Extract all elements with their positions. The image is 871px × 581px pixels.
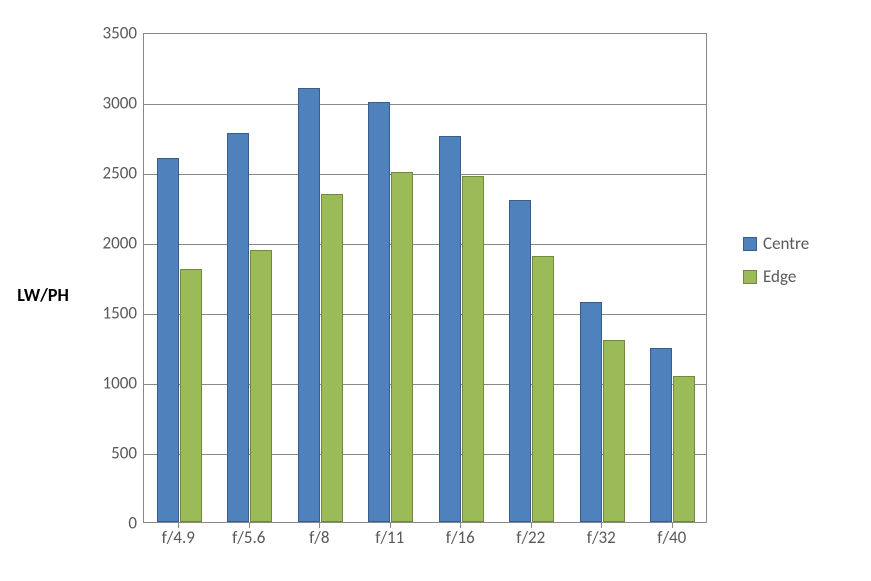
ytick-label: 0 <box>128 513 137 534</box>
ytick-label: 3000 <box>103 93 137 114</box>
bar-centre <box>580 302 602 522</box>
ytick-label: 1000 <box>103 373 137 394</box>
bar-edge <box>180 269 202 522</box>
xtick-label: f/32 <box>587 527 616 548</box>
bar-edge <box>321 194 343 522</box>
plot-area <box>143 33 707 523</box>
bar-centre <box>509 200 531 522</box>
xtick-mark <box>672 522 673 528</box>
xtick-label: f/8 <box>309 527 329 548</box>
ytick-label: 2500 <box>103 163 137 184</box>
chart-container: LW/PH 0500100015002000250030003500 f/4.9… <box>0 0 871 581</box>
xtick-label: f/40 <box>657 527 686 548</box>
bar-edge <box>532 256 554 522</box>
bar-edge <box>462 176 484 522</box>
xtick-mark <box>319 522 320 528</box>
legend-swatch <box>743 270 757 284</box>
xtick-label: f/5.6 <box>232 527 265 548</box>
xtick-label: f/22 <box>516 527 545 548</box>
xtick-mark <box>460 522 461 528</box>
bar-edge <box>391 172 413 522</box>
legend-item: Edge <box>743 266 809 287</box>
xtick-mark <box>249 522 250 528</box>
xtick-label: f/4.9 <box>162 527 195 548</box>
bar-centre <box>157 158 179 522</box>
bar-centre <box>298 88 320 522</box>
bar-centre <box>439 136 461 522</box>
bar-edge <box>673 376 695 522</box>
bar-centre <box>368 102 390 522</box>
ytick-label: 1500 <box>103 303 137 324</box>
ytick-labels: 0500100015002000250030003500 <box>0 33 143 523</box>
bar-edge <box>250 250 272 522</box>
xtick-mark <box>178 522 179 528</box>
legend-item: Centre <box>743 233 809 254</box>
xtick-label: f/11 <box>375 527 404 548</box>
legend: Centre Edge <box>743 233 809 287</box>
xtick-labels: f/4.9 f/5.6 f/8 f/11 f/16 f/22 f/32 f/40 <box>143 523 707 553</box>
bar-centre <box>227 133 249 522</box>
ytick-label: 2000 <box>103 233 137 254</box>
legend-swatch <box>743 237 757 251</box>
xtick-mark <box>531 522 532 528</box>
bar-centre <box>650 348 672 522</box>
ytick-label: 500 <box>111 443 137 464</box>
xtick-label: f/16 <box>446 527 475 548</box>
xtick-mark <box>601 522 602 528</box>
bar-edge <box>603 340 625 522</box>
gridline <box>144 104 706 105</box>
legend-label: Edge <box>763 266 796 287</box>
xtick-mark <box>390 522 391 528</box>
ytick-label: 3500 <box>103 23 137 44</box>
legend-label: Centre <box>763 233 809 254</box>
